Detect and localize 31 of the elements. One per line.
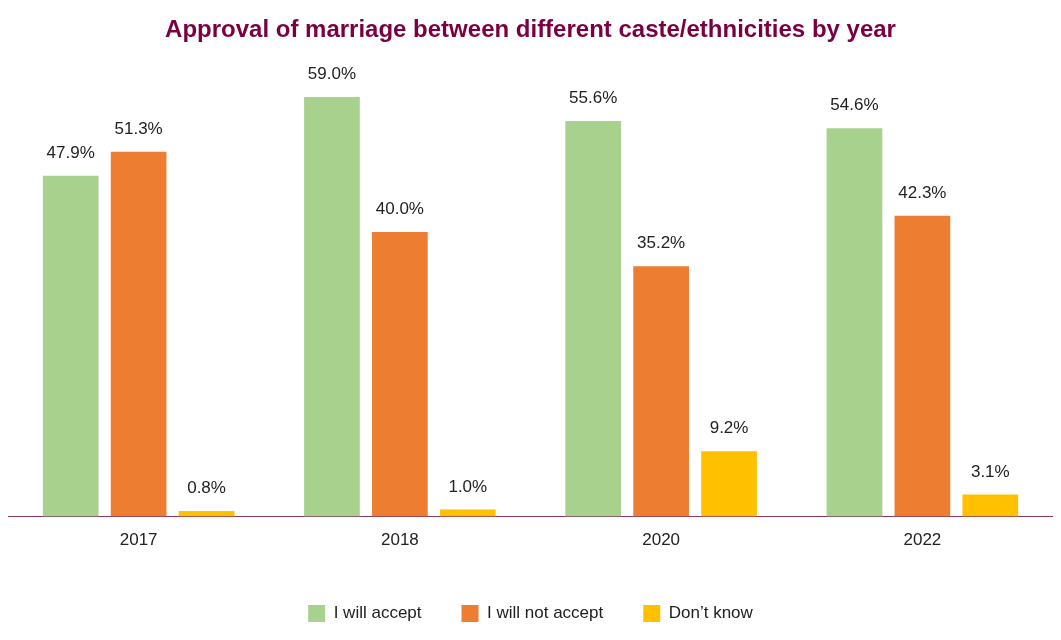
data-label: 42.3% [898, 182, 947, 202]
bar [372, 232, 428, 517]
legend-label: I will accept [333, 603, 422, 623]
x-tick-label: 2020 [642, 530, 681, 550]
data-label: 47.9% [46, 143, 95, 163]
data-label: 51.3% [114, 118, 163, 138]
bar [304, 96, 360, 517]
chart-title: Approval of marriage between different caste/ethnicities by year [165, 15, 896, 43]
x-tick-label: 2018 [380, 530, 419, 550]
bar [439, 509, 496, 517]
x-tick-label: 2022 [903, 530, 942, 550]
bar [826, 128, 883, 517]
bar [42, 175, 99, 517]
bar [633, 266, 689, 517]
bar [110, 151, 167, 517]
legend-label: I will not accept [487, 603, 604, 623]
data-label: 9.2% [709, 418, 749, 438]
legend-label: Don’t know [668, 603, 754, 623]
data-label: 3.1% [970, 461, 1010, 481]
bar [565, 121, 622, 517]
data-label: 1.0% [448, 476, 488, 496]
data-label: 55.6% [569, 88, 618, 108]
data-label: 0.8% [187, 478, 226, 498]
data-label: 35.2% [637, 233, 686, 253]
bar [962, 494, 1019, 517]
x-tick-label: 2017 [119, 530, 158, 550]
bar [701, 451, 757, 517]
data-label: 40.0% [375, 199, 424, 219]
bar [894, 215, 951, 517]
data-label: 54.6% [830, 95, 879, 115]
data-label: 59.0% [307, 64, 357, 84]
